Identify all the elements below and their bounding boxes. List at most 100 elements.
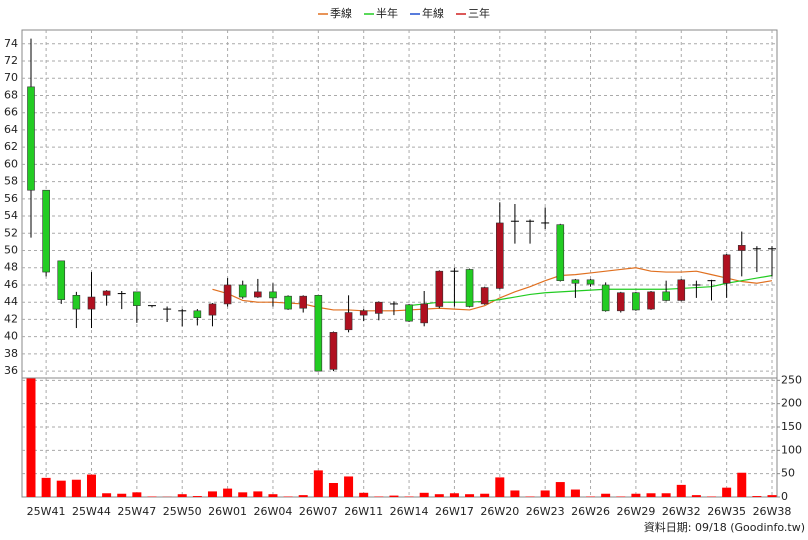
volume-bar: [238, 492, 248, 497]
volume-bar: [676, 484, 686, 497]
volume-bar: [737, 472, 747, 497]
x-tick-label: 26W20: [480, 505, 519, 518]
candle-body: [344, 312, 353, 331]
candle-body: [677, 279, 686, 301]
legend-label: 三年: [468, 6, 490, 20]
volume-bar: [86, 474, 96, 497]
x-tick-label: 25W41: [27, 505, 66, 518]
y-tick-label: 70: [4, 71, 18, 84]
x-tick-label: 26W11: [344, 505, 383, 518]
volume-bar: [480, 493, 490, 497]
candle-body: [571, 279, 580, 284]
volume-bar: [313, 470, 323, 497]
y-tick-label: 60: [4, 157, 18, 170]
candle-body: [87, 296, 96, 310]
candle-body: [72, 295, 81, 310]
y-tick-label: 52: [4, 226, 18, 239]
volume-bar: [253, 491, 263, 497]
y-tick-label: 44: [4, 295, 18, 308]
y-tick-label: 38: [4, 347, 18, 360]
volume-bar: [177, 494, 187, 497]
y-tick-label: 68: [4, 88, 18, 101]
candle-body: [27, 86, 35, 191]
y-tick-label: 48: [4, 261, 18, 274]
x-tick-label: 26W32: [662, 505, 701, 518]
candle-body: [42, 189, 50, 273]
candle-body: [632, 292, 640, 311]
candle-body: [737, 245, 746, 251]
x-tick-label: 26W07: [299, 505, 338, 518]
candle-body: [420, 303, 428, 324]
volume-bar: [102, 493, 112, 497]
candle-body: [662, 291, 670, 301]
footer: 資料日期: 09/18 (Goodinfo.tw): [644, 520, 805, 534]
y2-tick-label: 100: [781, 443, 802, 456]
x-tick-label: 26W01: [208, 505, 247, 518]
x-tick-label: 25W50: [163, 505, 202, 518]
candle-body: [375, 301, 383, 314]
candle-body: [238, 284, 247, 298]
y-tick-label: 46: [4, 278, 18, 291]
candle-body: [556, 224, 565, 281]
volume-bar: [601, 493, 611, 497]
candle-body: [284, 295, 292, 310]
candle-body: [616, 292, 625, 312]
volume-bar: [495, 477, 505, 497]
volume-bar: [510, 490, 520, 497]
volume-bar: [132, 492, 142, 497]
y-tick-label: 36: [4, 364, 18, 377]
candle-body: [314, 295, 323, 372]
x-tick-label: 26W23: [526, 505, 565, 518]
volume-bar: [71, 479, 81, 497]
volume-bar: [26, 378, 36, 497]
volume-bar: [298, 495, 308, 497]
volume-bar: [465, 494, 475, 497]
volume-bar: [722, 487, 732, 497]
volume-bar: [344, 476, 354, 497]
y2-tick-label: 50: [781, 467, 795, 480]
x-tick-label: 25W47: [117, 505, 156, 518]
candle-body: [208, 303, 217, 316]
candle-body: [193, 310, 202, 319]
x-tick-label: 25W44: [72, 505, 111, 518]
y-tick-label: 42: [4, 312, 18, 325]
y2-tick-label: 0: [781, 490, 788, 503]
legend-label: 半年: [376, 6, 398, 20]
volume-bar: [434, 494, 444, 497]
volume-bar: [449, 493, 459, 497]
volume-bar: [328, 483, 338, 497]
legend-label: 年線: [422, 6, 444, 20]
legend: 季線 半年 年線 三年: [318, 6, 490, 20]
x-tick-label: 26W29: [616, 505, 655, 518]
volume-bar: [359, 492, 369, 497]
volume-bar: [691, 495, 701, 497]
plot-frame: [21, 29, 778, 498]
candle-body: [57, 260, 66, 300]
y-tick-label: 62: [4, 140, 18, 153]
candle-body: [722, 254, 731, 284]
y-tick-label: 56: [4, 192, 18, 205]
candle-body: [480, 287, 489, 305]
volume-bar: [41, 477, 51, 497]
volume-bar: [631, 493, 641, 497]
y-tick-label: 72: [4, 54, 18, 67]
candle-body: [223, 284, 232, 305]
y-tick-label: 64: [4, 123, 18, 136]
candle-body: [647, 291, 655, 310]
candle-body: [601, 284, 610, 312]
candle-body: [269, 291, 277, 299]
volume-bar: [56, 480, 66, 497]
volume-bar: [207, 491, 217, 497]
volume-bar: [419, 492, 429, 497]
candle-body: [465, 269, 474, 307]
y-tick-label: 58: [4, 175, 18, 188]
candle-body: [405, 304, 413, 322]
volume-bar: [389, 495, 399, 497]
candle-body: [359, 310, 368, 316]
volume-bar: [268, 494, 278, 497]
y-tick-label: 66: [4, 106, 18, 119]
y-tick-label: 54: [4, 209, 18, 222]
volume-bar: [117, 493, 127, 497]
